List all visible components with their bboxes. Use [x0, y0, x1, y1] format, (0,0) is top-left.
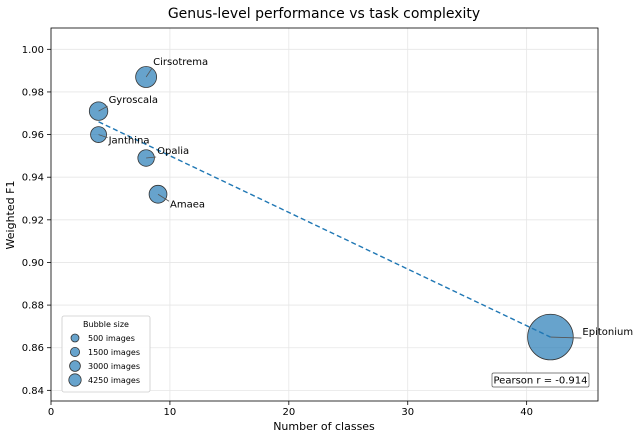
legend-marker [69, 360, 81, 372]
x-tick-label: 0 [48, 407, 54, 418]
point-label: Opalia [157, 146, 189, 157]
label-leader-line [157, 193, 170, 202]
legend-marker [70, 333, 80, 343]
y-tick-label: 0.94 [22, 173, 44, 184]
data-point [90, 126, 107, 143]
plot-area: Cirsotrema Gyroscala Janthina Opalia Amaea Ep… [22, 27, 633, 418]
y-tick-label: 1.00 [22, 45, 44, 56]
trend-line [98, 121, 551, 338]
label-leader-line [146, 156, 157, 159]
correlation-annotation: Pearson r = -0.914 [494, 376, 588, 387]
legend-entry-label: 4250 images [88, 376, 140, 385]
chart-title: Genus-level performance vs task complexi… [168, 6, 480, 22]
legend-entry-label: 1500 images [88, 348, 140, 357]
point-label: Cirsotrema [153, 57, 208, 68]
x-tick-label: 10 [164, 407, 177, 418]
y-axis-title: Weighted F1 [4, 181, 17, 250]
y-tick-label: 0.88 [22, 301, 44, 312]
y-tick-label: 0.92 [22, 215, 44, 226]
x-tick-label: 30 [401, 407, 414, 418]
legend-entry-label: 3000 images [88, 362, 140, 371]
x-tick-label: 40 [520, 407, 533, 418]
plot-frame [50, 27, 599, 402]
point-label: Janthina [108, 136, 150, 147]
point-label: Epitonium [582, 327, 633, 338]
point-label: Amaea [170, 199, 205, 210]
legend-entry-label: 500 images [88, 334, 135, 343]
annotation-box [491, 372, 590, 388]
x-tick-label: 20 [282, 407, 295, 418]
y-tick-label: 0.90 [22, 258, 44, 269]
x-axis-title: Number of classes [273, 420, 375, 433]
legend-box [61, 315, 151, 393]
label-leader-line [98, 134, 108, 138]
label-leader-line [98, 105, 108, 112]
legend-title: Bubble size [83, 320, 129, 329]
label-leader-line [145, 67, 153, 78]
y-tick-label: 0.96 [22, 130, 44, 141]
point-label: Gyroscala [109, 95, 158, 106]
y-tick-label: 0.86 [22, 343, 44, 354]
legend-marker [68, 373, 82, 387]
label-leader-line [550, 336, 582, 339]
legend-marker [70, 346, 81, 357]
y-tick-label: 0.84 [22, 386, 44, 397]
y-tick-label: 0.98 [22, 87, 44, 98]
